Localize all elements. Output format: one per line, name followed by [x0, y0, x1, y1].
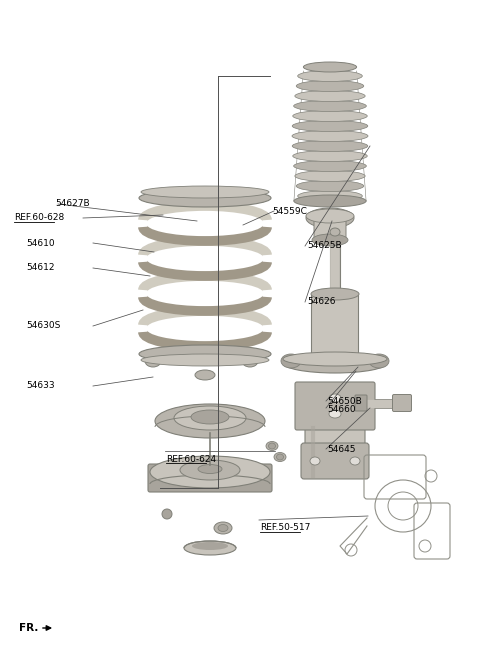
- Ellipse shape: [310, 457, 320, 465]
- Ellipse shape: [329, 410, 341, 418]
- Ellipse shape: [191, 410, 229, 424]
- Ellipse shape: [293, 150, 367, 161]
- Ellipse shape: [295, 171, 365, 182]
- Ellipse shape: [296, 81, 364, 91]
- Ellipse shape: [242, 355, 258, 367]
- Ellipse shape: [350, 457, 360, 465]
- Ellipse shape: [283, 353, 387, 373]
- Text: 54625B: 54625B: [307, 241, 342, 251]
- Ellipse shape: [162, 509, 172, 519]
- Text: REF.60-624: REF.60-624: [166, 455, 216, 464]
- Ellipse shape: [139, 345, 271, 363]
- Text: 54559C: 54559C: [272, 207, 307, 216]
- Ellipse shape: [195, 370, 215, 380]
- Ellipse shape: [155, 404, 265, 438]
- Ellipse shape: [139, 189, 271, 207]
- Ellipse shape: [303, 62, 357, 72]
- Ellipse shape: [214, 522, 232, 534]
- Ellipse shape: [174, 406, 246, 430]
- Text: REF.50-517: REF.50-517: [260, 523, 311, 533]
- Ellipse shape: [145, 355, 161, 367]
- Ellipse shape: [274, 453, 286, 462]
- Ellipse shape: [150, 456, 270, 488]
- Ellipse shape: [293, 110, 367, 121]
- Ellipse shape: [281, 354, 301, 368]
- Ellipse shape: [198, 464, 222, 474]
- Text: 54630S: 54630S: [26, 321, 60, 331]
- Ellipse shape: [268, 443, 276, 449]
- Ellipse shape: [329, 394, 341, 402]
- Ellipse shape: [283, 352, 387, 366]
- Ellipse shape: [369, 354, 389, 368]
- FancyBboxPatch shape: [393, 394, 411, 411]
- FancyBboxPatch shape: [312, 295, 359, 363]
- Ellipse shape: [306, 209, 354, 223]
- Text: 54633: 54633: [26, 382, 55, 390]
- Ellipse shape: [276, 454, 284, 460]
- Ellipse shape: [298, 70, 362, 81]
- Text: 54610: 54610: [26, 239, 55, 247]
- Ellipse shape: [192, 542, 228, 550]
- FancyBboxPatch shape: [305, 426, 365, 478]
- Ellipse shape: [295, 91, 365, 102]
- Ellipse shape: [292, 131, 368, 142]
- Ellipse shape: [311, 288, 359, 300]
- Ellipse shape: [218, 525, 228, 531]
- Text: 54660: 54660: [327, 405, 356, 415]
- Text: REF.60-628: REF.60-628: [14, 213, 64, 222]
- Ellipse shape: [292, 121, 368, 131]
- FancyBboxPatch shape: [295, 382, 375, 430]
- Ellipse shape: [141, 354, 269, 366]
- Ellipse shape: [298, 190, 362, 201]
- Text: 54650B: 54650B: [327, 396, 362, 405]
- FancyBboxPatch shape: [314, 214, 346, 242]
- Ellipse shape: [330, 228, 340, 236]
- Text: 54627B: 54627B: [55, 199, 90, 209]
- Ellipse shape: [294, 100, 366, 112]
- FancyBboxPatch shape: [355, 395, 367, 411]
- Ellipse shape: [180, 460, 240, 480]
- Text: 54645: 54645: [327, 445, 356, 453]
- FancyBboxPatch shape: [148, 464, 272, 492]
- Ellipse shape: [266, 441, 278, 451]
- Text: 54612: 54612: [26, 264, 55, 272]
- Text: 54626: 54626: [307, 298, 336, 306]
- Text: FR.: FR.: [19, 623, 38, 633]
- Ellipse shape: [292, 140, 368, 152]
- Ellipse shape: [141, 186, 269, 198]
- Ellipse shape: [184, 541, 236, 555]
- Ellipse shape: [306, 208, 354, 228]
- Ellipse shape: [294, 195, 366, 207]
- FancyBboxPatch shape: [301, 443, 369, 479]
- Ellipse shape: [312, 234, 348, 246]
- Ellipse shape: [294, 161, 366, 171]
- Ellipse shape: [296, 180, 364, 192]
